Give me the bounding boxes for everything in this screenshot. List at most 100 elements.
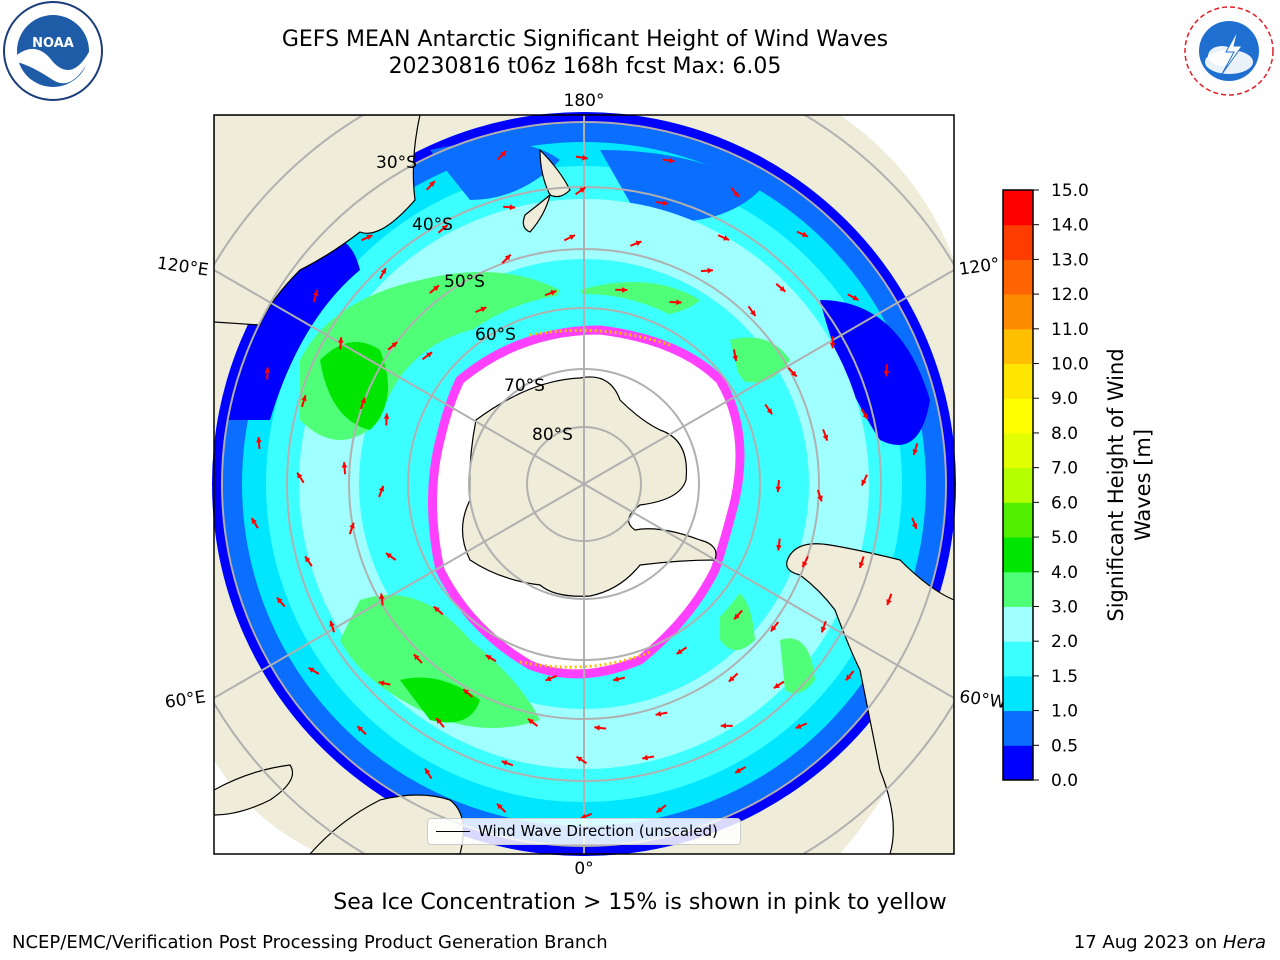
- wind-arrow-head: [501, 760, 508, 766]
- colorbar-segment: [1003, 710, 1033, 746]
- legend-line-sample: [436, 831, 470, 832]
- colorbar-label-line1: Significant Height of Wind: [1104, 348, 1128, 621]
- wind-arrow-head: [379, 593, 385, 600]
- wind-arrow-head: [463, 689, 470, 695]
- wind-arrow-head: [380, 268, 386, 275]
- wind-arrow-head: [734, 613, 740, 620]
- wind-arrow-head: [911, 523, 918, 530]
- wind-arrow-head: [251, 518, 257, 525]
- wind-arrow-head: [732, 355, 738, 362]
- wind-arrow-head: [655, 711, 662, 717]
- wind-arrow-head: [707, 267, 713, 274]
- wind-arrow-head: [429, 181, 435, 187]
- wind-arrow-head: [433, 285, 439, 291]
- wind-arrow-head: [366, 234, 373, 240]
- wind-arrow-head: [383, 413, 390, 419]
- lon-label-120w: 120°: [958, 254, 1001, 280]
- wind-arrow-head: [433, 606, 440, 613]
- wind-arrow-head: [594, 724, 600, 731]
- svg-text:NOAA: NOAA: [32, 36, 74, 51]
- wind-arrow-head: [357, 726, 364, 732]
- map-subtitle: 20230816 t06z 168h fcst Max: 6.05: [388, 54, 782, 79]
- wind-arrows: [250, 150, 919, 820]
- wind-arrow-head: [312, 290, 319, 297]
- wind-arrow-head: [509, 204, 516, 211]
- wind-arrow-head: [656, 807, 663, 813]
- wind-arrow-head: [256, 437, 262, 443]
- south-america-land: [786, 543, 954, 854]
- colorbar-segment: [1003, 745, 1033, 781]
- wind-arrow-head: [613, 676, 619, 682]
- map-title: GEFS MEAN Antarctic Significant Height o…: [281, 27, 889, 52]
- colorbar-segment: [1003, 537, 1033, 573]
- colorbar-tick-label: 14.0: [1051, 216, 1089, 236]
- wind-arrow-head: [642, 754, 648, 761]
- wind-arrow-head: [349, 522, 355, 529]
- wind-arrow-head: [766, 408, 773, 415]
- wind-arrow-head: [391, 342, 398, 348]
- madagascar-land: [214, 764, 294, 816]
- wind-arrow-head: [276, 597, 283, 604]
- colorbar-segment: [1003, 363, 1033, 399]
- lon-label-180: 180°: [564, 91, 605, 111]
- wind-arrow-head: [728, 675, 735, 682]
- wind-arrow-head: [735, 767, 742, 773]
- colorbar-segment: [1003, 432, 1033, 469]
- wind-arrow-head: [576, 756, 583, 762]
- colorbar-frame: [1002, 189, 1034, 781]
- colorbar-segment: [1003, 467, 1033, 503]
- colorbar-tick-label: 10.0: [1051, 355, 1089, 375]
- new-zealand-south: [522, 193, 552, 233]
- footer-date: 17 Aug 2023 on Hera: [1074, 932, 1266, 953]
- lon-label-60e: 60°E: [164, 687, 207, 712]
- legend-label: Wind Wave Direction (unscaled): [478, 822, 718, 840]
- wind-arrow-head: [802, 561, 808, 568]
- wind-arrow-head: [504, 254, 511, 261]
- wind-arrow-head: [668, 157, 675, 164]
- colorbar-tick-label: 6.0: [1051, 493, 1078, 513]
- wind-arrow-head: [378, 485, 385, 492]
- wind-arrow-head: [676, 648, 683, 655]
- wind-arrow-head: [582, 154, 588, 161]
- wind-arrow-head: [750, 310, 756, 317]
- wind-arrow-head: [500, 150, 506, 157]
- wind-arrow-head: [480, 306, 487, 313]
- wind-arrow-head: [385, 553, 392, 559]
- wind-arrow-head: [733, 191, 739, 197]
- colorbar-tick-label: 1.0: [1051, 702, 1078, 722]
- colorbar-tick-label: 4.0: [1051, 563, 1078, 583]
- wind-arrow-head: [305, 556, 311, 563]
- footer-machine: Hera: [1222, 932, 1266, 953]
- wind-arrow-head: [569, 234, 576, 241]
- colorbar-tick-label: 2.0: [1051, 632, 1078, 652]
- footer-date-text: 17 Aug 2023 on: [1073, 932, 1223, 953]
- wind-arrow-head: [341, 462, 348, 468]
- wind-arrow-head: [527, 718, 534, 725]
- lat-label-70s: 70°S: [504, 376, 545, 396]
- lat-label-30s: 30°S: [376, 153, 417, 173]
- colorbar-segment: [1003, 571, 1033, 607]
- wind-arrow-head: [426, 352, 433, 358]
- colorbar-segment: [1003, 398, 1033, 434]
- wind-arrow-head: [723, 235, 730, 241]
- colorbar-tick-label: 0.5: [1051, 736, 1078, 756]
- lat-label-50s: 50°S: [444, 272, 485, 292]
- wind-arrow-head: [580, 813, 587, 820]
- wind-arrow-head: [621, 287, 628, 293]
- colorbar-segment: [1003, 190, 1033, 226]
- wind-arrow-head: [425, 768, 431, 775]
- wind-arrow-head: [861, 479, 867, 486]
- wind-arrow-head: [441, 224, 448, 231]
- colorbar-segment: [1003, 259, 1033, 295]
- wind-arrow-head: [845, 674, 852, 681]
- wind-arrow-head: [360, 397, 366, 404]
- colorbar-tick-label: 11.0: [1051, 320, 1089, 340]
- colorbar-tick-label: 13.0: [1051, 250, 1089, 270]
- wind-arrow-head: [720, 722, 727, 729]
- wind-arrow-head: [635, 240, 642, 247]
- wind-arrow-head: [801, 231, 808, 238]
- noaa-logo: NOAA: [3, 1, 103, 101]
- wind-arrow-head: [775, 486, 782, 493]
- wind-arrow-head: [264, 367, 271, 373]
